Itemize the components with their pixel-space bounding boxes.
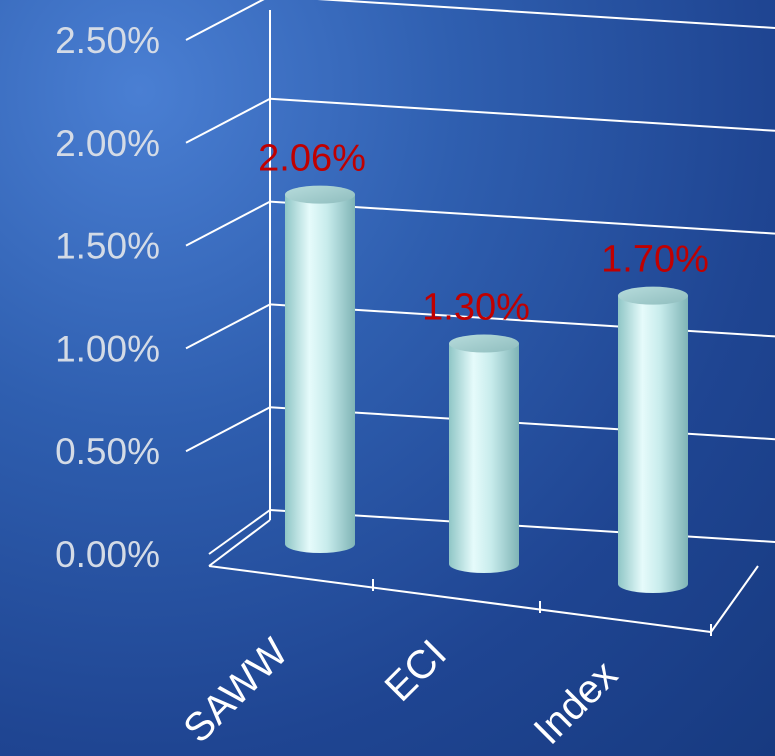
- bar-layer: [285, 185, 688, 593]
- bar-body: [618, 295, 688, 593]
- gridline-left-5: [185, 0, 265, 41]
- y-tick-label: 0.50%: [55, 431, 160, 472]
- y-tick-label: 1.50%: [55, 226, 160, 267]
- bar-top-cap: [285, 185, 355, 204]
- gridline-left-3: [185, 200, 271, 247]
- y-tick-label: 1.00%: [55, 328, 160, 369]
- gridline-left-0: [208, 509, 271, 555]
- bar-eci: [449, 334, 519, 573]
- bar-top-cap: [618, 286, 688, 305]
- bar-top-cap: [449, 334, 519, 353]
- y-tick-label: 2.00%: [55, 123, 160, 164]
- value-label: 1.70%: [601, 239, 709, 281]
- category-label: Index: [526, 653, 626, 753]
- bar-body: [449, 343, 519, 573]
- gridline-left-4: [185, 97, 271, 144]
- category-labels: SAWW ECI Index: [175, 630, 626, 753]
- bar-saww: [285, 185, 355, 553]
- value-label: 1.30%: [422, 287, 530, 329]
- floor-left-edge: [208, 519, 271, 567]
- gridline-left-2: [185, 303, 271, 350]
- y-tick-label: 0.00%: [55, 534, 160, 575]
- y-tick-labels: 0.00% 0.50% 1.00% 1.50% 2.00% 2.50%: [55, 20, 160, 575]
- y-tick-label: 2.50%: [55, 20, 160, 61]
- gridline-left-1: [185, 406, 271, 453]
- gridline-back-4: [269, 97, 775, 132]
- gridline-back-5: [317, 0, 775, 29]
- value-labels: 2.06% 1.30% 1.70%: [258, 138, 709, 329]
- bar-index: [618, 286, 688, 593]
- category-label: ECI: [377, 632, 455, 710]
- value-label: 2.06%: [258, 138, 366, 180]
- category-label: SAWW: [175, 630, 296, 751]
- bar-body: [285, 194, 355, 553]
